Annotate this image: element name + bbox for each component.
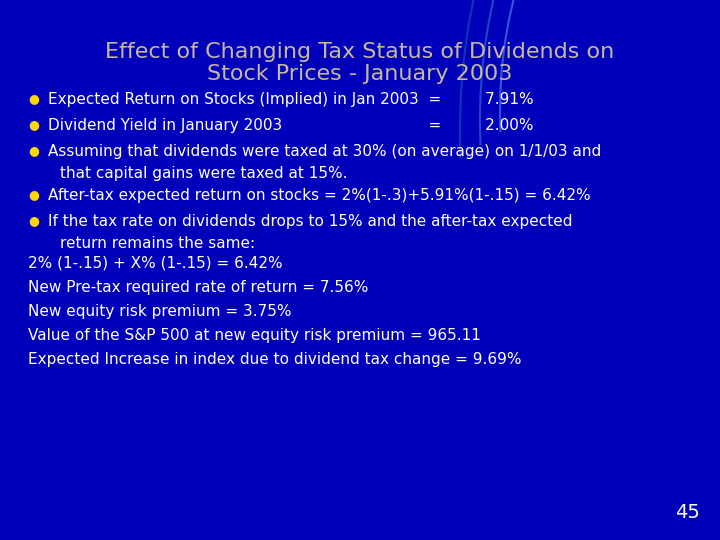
Text: ●: ● — [28, 214, 39, 227]
Text: return remains the same:: return remains the same: — [60, 236, 255, 251]
Text: Value of the S&P 500 at new equity risk premium = 965.11: Value of the S&P 500 at new equity risk … — [28, 328, 481, 343]
Text: ●: ● — [28, 144, 39, 157]
Text: Effect of Changing Tax Status of Dividends on: Effect of Changing Tax Status of Dividen… — [105, 42, 615, 62]
Text: ●: ● — [28, 92, 39, 105]
Text: 2% (1-.15) + X% (1-.15) = 6.42%: 2% (1-.15) + X% (1-.15) = 6.42% — [28, 256, 283, 271]
Text: Expected Return on Stocks (Implied) in Jan 2003  =         7.91%: Expected Return on Stocks (Implied) in J… — [48, 92, 534, 107]
Text: New Pre-tax required rate of return = 7.56%: New Pre-tax required rate of return = 7.… — [28, 280, 369, 295]
Text: Stock Prices - January 2003: Stock Prices - January 2003 — [207, 64, 513, 84]
Text: New equity risk premium = 3.75%: New equity risk premium = 3.75% — [28, 304, 292, 319]
Text: ●: ● — [28, 118, 39, 131]
Text: Assuming that dividends were taxed at 30% (on average) on 1/1/03 and: Assuming that dividends were taxed at 30… — [48, 144, 601, 159]
Text: Expected Increase in index due to dividend tax change = 9.69%: Expected Increase in index due to divide… — [28, 352, 521, 367]
Text: that capital gains were taxed at 15%.: that capital gains were taxed at 15%. — [60, 166, 348, 181]
Text: 45: 45 — [675, 503, 700, 522]
Text: If the tax rate on dividends drops to 15% and the after-tax expected: If the tax rate on dividends drops to 15… — [48, 214, 572, 229]
Text: ●: ● — [28, 188, 39, 201]
Text: After-tax expected return on stocks = 2%(1-.3)+5.91%(1-.15) = 6.42%: After-tax expected return on stocks = 2%… — [48, 188, 590, 203]
Text: Dividend Yield in January 2003                              =         2.00%: Dividend Yield in January 2003 = 2.00% — [48, 118, 534, 133]
